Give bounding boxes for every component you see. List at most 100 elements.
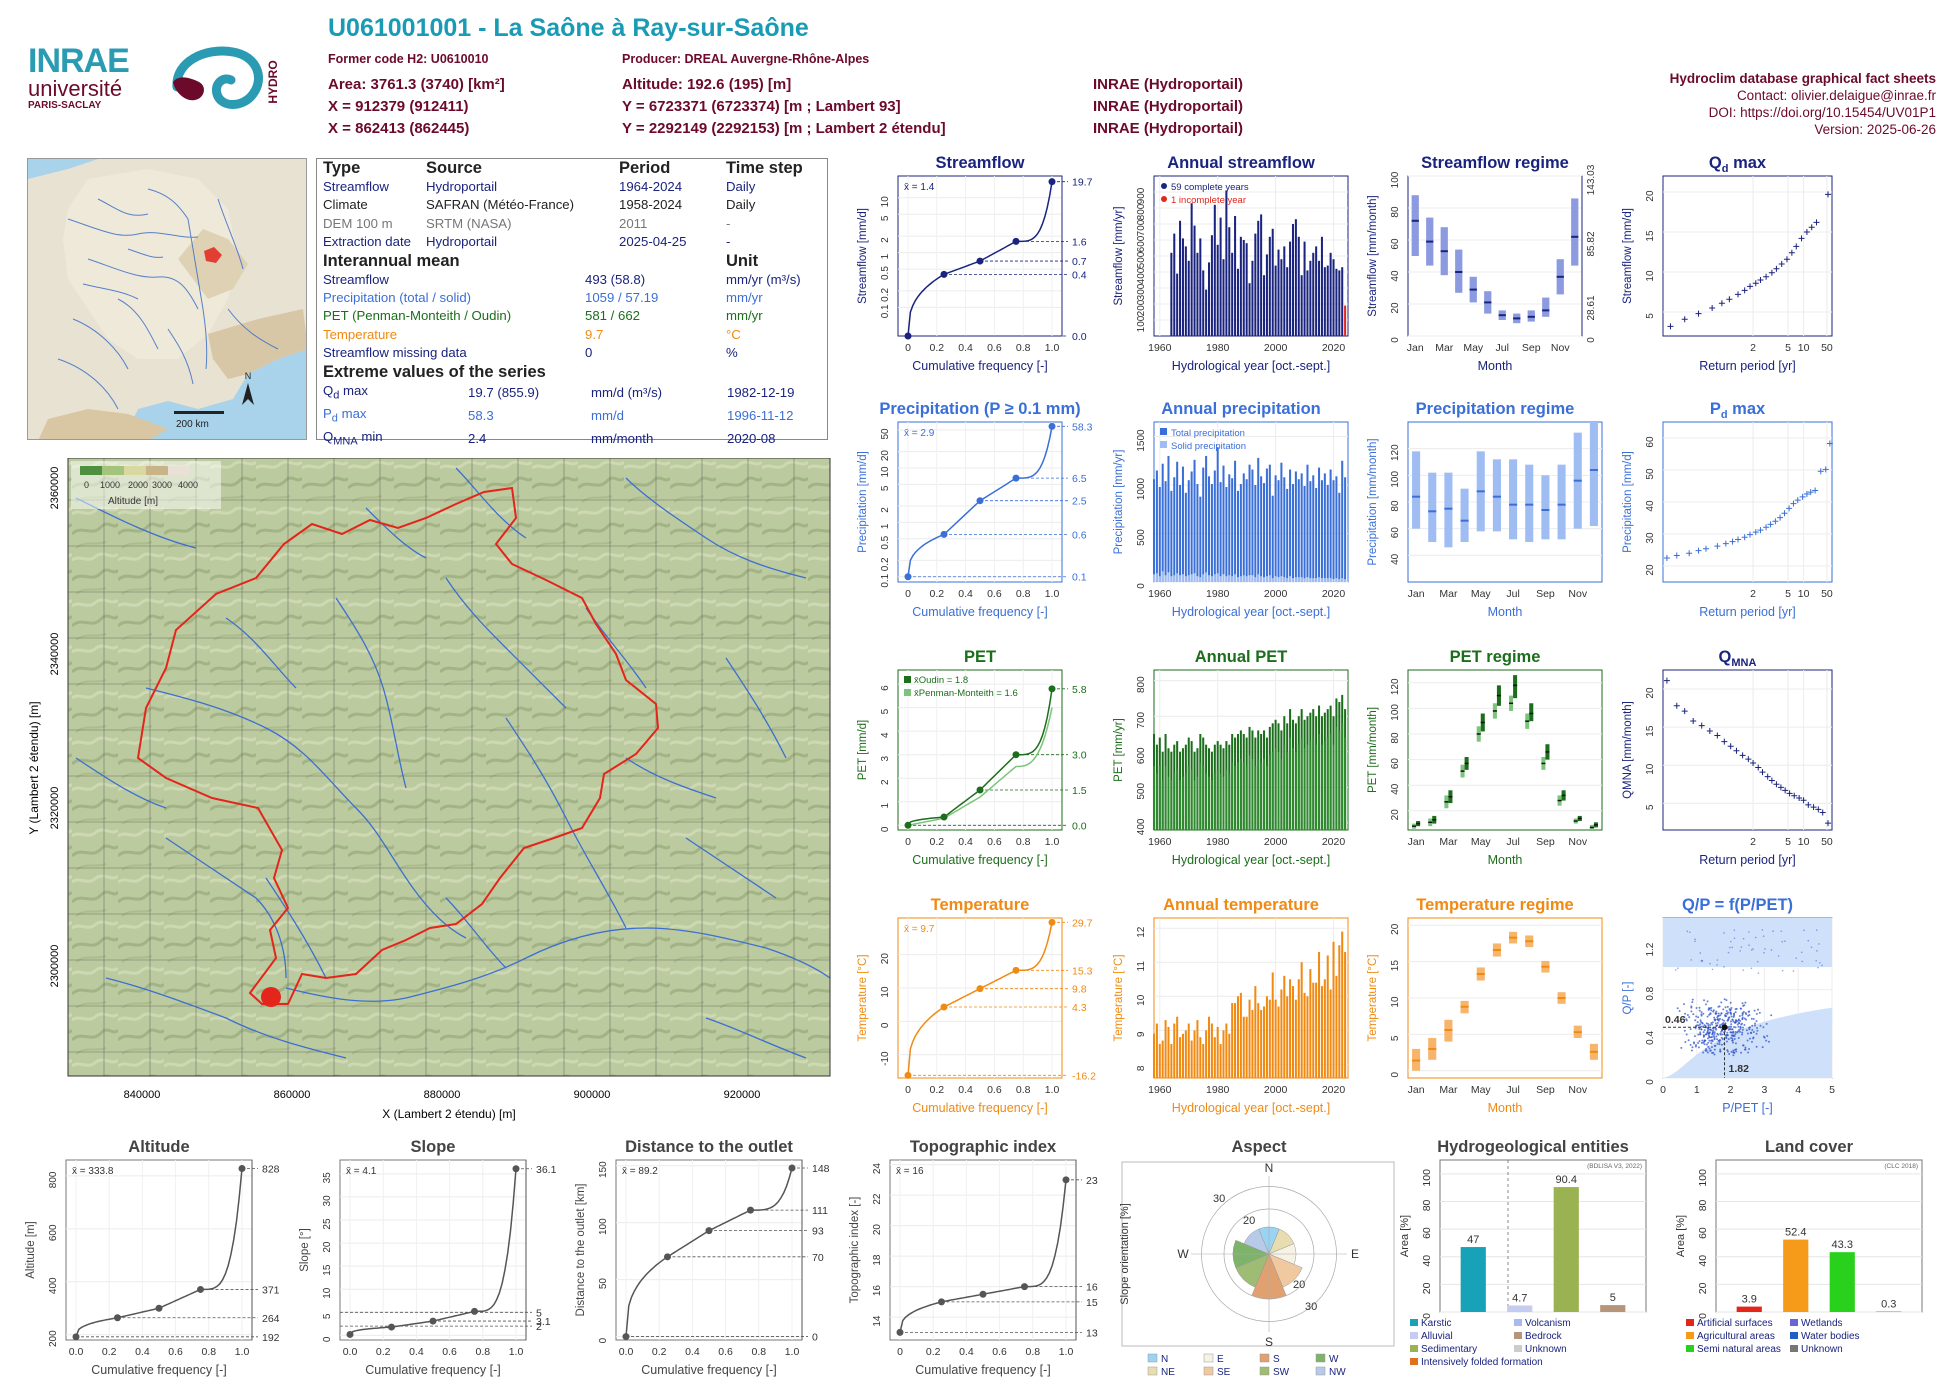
daily-ratio-dot xyxy=(1742,937,1745,940)
daily-ratio-dot xyxy=(1781,969,1784,972)
quantile-point xyxy=(429,1317,437,1325)
daily-ratio-dot xyxy=(1728,1025,1731,1028)
solid-precip-bar xyxy=(1248,575,1251,582)
legend-label: SW xyxy=(1273,1367,1290,1378)
daily-ratio-dot xyxy=(1700,1014,1703,1017)
regime-box xyxy=(1541,475,1550,540)
legend-label: 59 complete years xyxy=(1171,182,1249,193)
daily-ratio-dot xyxy=(1738,1015,1741,1018)
return-period-point xyxy=(1759,769,1766,776)
daily-ratio-dot xyxy=(1717,1018,1720,1021)
quantile-label: 0.4 xyxy=(1072,269,1087,281)
daily-ratio-dot xyxy=(1676,1007,1679,1010)
annual-bar-penman xyxy=(1225,769,1228,830)
y-axis-label: Streamflow [mm/yr] xyxy=(1113,206,1125,305)
daily-ratio-dot xyxy=(1710,1009,1713,1012)
cell: SRTM (NASA) xyxy=(426,215,512,231)
annual-bar-penman xyxy=(1158,766,1161,830)
cell: mm/d (m³/s) xyxy=(591,384,663,400)
contact-link[interactable]: Contact: olivier.delaigue@inrae.fr xyxy=(1736,88,1936,103)
title-post: max xyxy=(1728,400,1766,418)
daily-ratio-dot xyxy=(1683,1003,1686,1006)
daily-ratio-dot xyxy=(1739,1026,1742,1029)
annual-bar xyxy=(1283,975,1286,1078)
daily-ratio-dot xyxy=(1690,1006,1693,1009)
regime-box xyxy=(1542,297,1550,317)
chart-pmax: Pd max Precipitation [mm/d] Return period … xyxy=(1622,400,1833,619)
x-tick: 1980 xyxy=(1206,342,1230,354)
x-tick: 0.6 xyxy=(442,1346,457,1358)
solid-precip-bar xyxy=(1231,576,1234,582)
annual-bar xyxy=(1187,260,1190,336)
return-period-point xyxy=(1773,265,1780,272)
chart-title: Temperature regime xyxy=(1416,896,1573,914)
inrae-wordmark: INRAE xyxy=(28,42,130,80)
annual-bar xyxy=(1193,225,1196,336)
annual-bar xyxy=(1248,999,1251,1078)
legend-swatch xyxy=(1686,1345,1694,1352)
daily-ratio-dot xyxy=(1714,1044,1717,1047)
annual-bar-penman xyxy=(1245,766,1248,830)
y-tick: 14 xyxy=(872,1315,883,1327)
legend-swatch xyxy=(1686,1319,1694,1326)
daily-ratio-dot xyxy=(1701,960,1703,963)
y-tick: 40 xyxy=(1697,1255,1709,1267)
x-tick: 1.0 xyxy=(235,1346,250,1358)
daily-ratio-dot xyxy=(1734,1019,1737,1022)
quantile-point xyxy=(1048,422,1056,430)
quantile-point xyxy=(1012,474,1020,482)
y-tick: 100 xyxy=(1390,704,1401,721)
solid-precip-bar xyxy=(1225,576,1228,582)
annual-bar-penman xyxy=(1236,762,1239,830)
annual-bar-penman xyxy=(1318,734,1321,830)
return-period-point xyxy=(1741,534,1748,541)
y-tick: 500 xyxy=(1136,251,1147,268)
daily-ratio-dot xyxy=(1754,1022,1757,1025)
annual-bar xyxy=(1158,486,1161,582)
x-tick: Sep xyxy=(1536,588,1555,600)
legend-swatch xyxy=(1790,1319,1798,1326)
y-tick: 10 xyxy=(322,1287,333,1299)
daily-ratio-dot xyxy=(1737,1030,1740,1033)
y-tick: 200 xyxy=(48,1330,59,1347)
y-tick: 150 xyxy=(598,1161,609,1178)
x-tick: 50 xyxy=(1821,836,1833,848)
annual-bar xyxy=(1219,217,1222,336)
y-tick: 100 xyxy=(1136,315,1147,332)
legend-swatch xyxy=(1790,1345,1798,1352)
y-lambert2: Y = 2292149 (2292153) [m ; Lambert 2 éte… xyxy=(622,120,946,137)
daily-ratio-dot xyxy=(1691,1001,1694,1004)
x-tick: 3 xyxy=(1761,1084,1767,1096)
daily-ratio-dot xyxy=(1720,1036,1723,1039)
x-tick: May xyxy=(1471,588,1492,600)
x-tick: 1.0 xyxy=(785,1346,800,1358)
return-period-point xyxy=(1663,555,1670,561)
x-tick: 0.2 xyxy=(926,1346,941,1358)
col-timestep: Time step xyxy=(726,159,803,177)
chart-title: Streamflow regime xyxy=(1421,154,1569,172)
x-tick: 2000 xyxy=(1264,588,1288,600)
doi-link[interactable]: DOI: https://doi.org/10.15454/UV01P1 xyxy=(1708,105,1936,120)
daily-ratio-dot xyxy=(1724,1034,1727,1037)
daily-ratio-dot xyxy=(1755,1032,1758,1035)
daily-ratio-dot xyxy=(1763,951,1765,954)
annual-bar xyxy=(1271,972,1274,1078)
annual-bar-penman xyxy=(1248,755,1251,830)
daily-ratio-dot xyxy=(1732,1049,1735,1052)
daily-ratio-dot xyxy=(1697,1033,1700,1036)
x-tick: Jan xyxy=(1408,836,1425,848)
annual-bar xyxy=(1245,1016,1248,1078)
daily-ratio-dot xyxy=(1750,1017,1753,1020)
x-tick: Jan xyxy=(1407,342,1424,354)
quantile-label: 3.0 xyxy=(1072,750,1087,762)
y-tick: 100 xyxy=(598,1218,609,1235)
x-tick: 0.4 xyxy=(958,1084,973,1096)
legend-label: Bedrock xyxy=(1525,1331,1563,1342)
daily-ratio-dot xyxy=(1704,1003,1707,1006)
solid-precip-bar xyxy=(1277,577,1280,582)
daily-ratio-dot xyxy=(1699,1023,1702,1026)
annual-bar xyxy=(1242,473,1245,582)
daily-ratio-dot xyxy=(1735,1050,1738,1053)
x-tick: 2020 xyxy=(1322,342,1346,354)
